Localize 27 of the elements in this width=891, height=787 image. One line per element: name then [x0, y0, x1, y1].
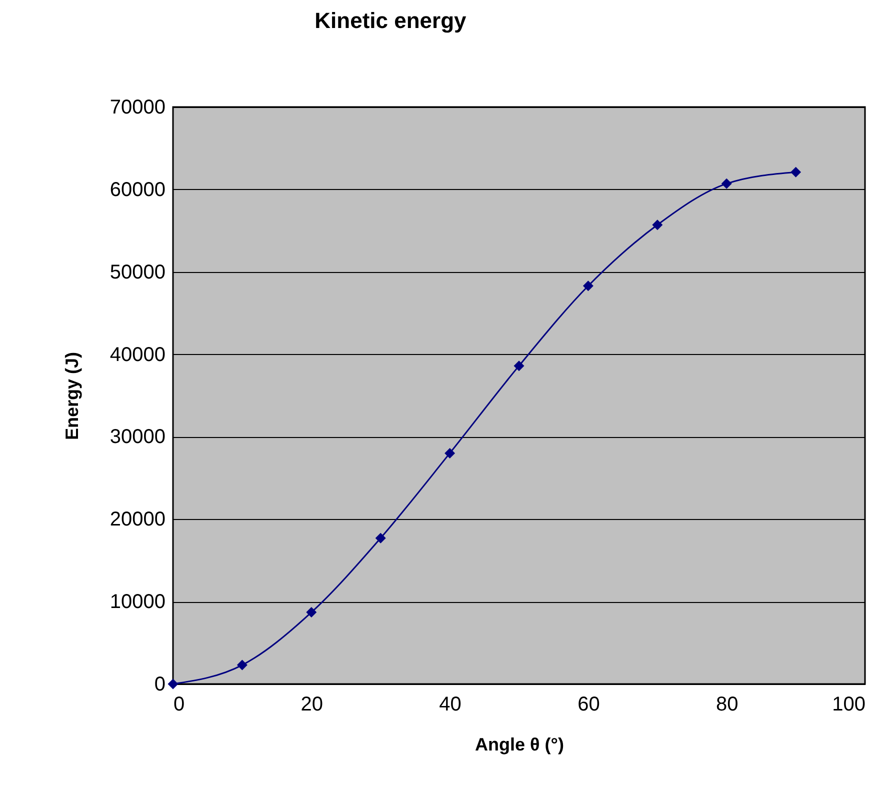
y-tick-label: 50000	[110, 261, 166, 284]
x-tick-label: 20	[300, 694, 324, 716]
point	[375, 532, 386, 544]
y-tick-label: 60000	[110, 178, 166, 201]
chart-title: Kinetic energy	[314, 8, 468, 33]
point	[652, 220, 663, 230]
x-tick-label: 0	[174, 694, 185, 716]
y-axis-title: Energy (J)	[62, 352, 82, 440]
x-tick-label: 80	[716, 694, 738, 716]
y-tick-label: 20000	[110, 508, 166, 531]
x-tick-label: 60	[578, 694, 600, 716]
point	[444, 448, 456, 458]
y-tick-label: 10000	[110, 591, 166, 614]
point	[236, 660, 248, 670]
y-tick-label: 40000	[110, 344, 166, 366]
x-tick-label: 40	[439, 694, 462, 716]
point	[582, 280, 594, 292]
point	[168, 678, 178, 690]
point	[306, 607, 317, 618]
x-tick-label: 100	[832, 694, 866, 716]
point	[721, 178, 732, 189]
y-tick-label: 70000	[110, 96, 166, 118]
x-axis-title: Angle θ (°)	[475, 734, 564, 754]
y-tick-label: 0	[154, 674, 166, 696]
point	[514, 360, 524, 372]
point	[790, 166, 802, 178]
y-tick-label: 30000	[110, 426, 166, 448]
